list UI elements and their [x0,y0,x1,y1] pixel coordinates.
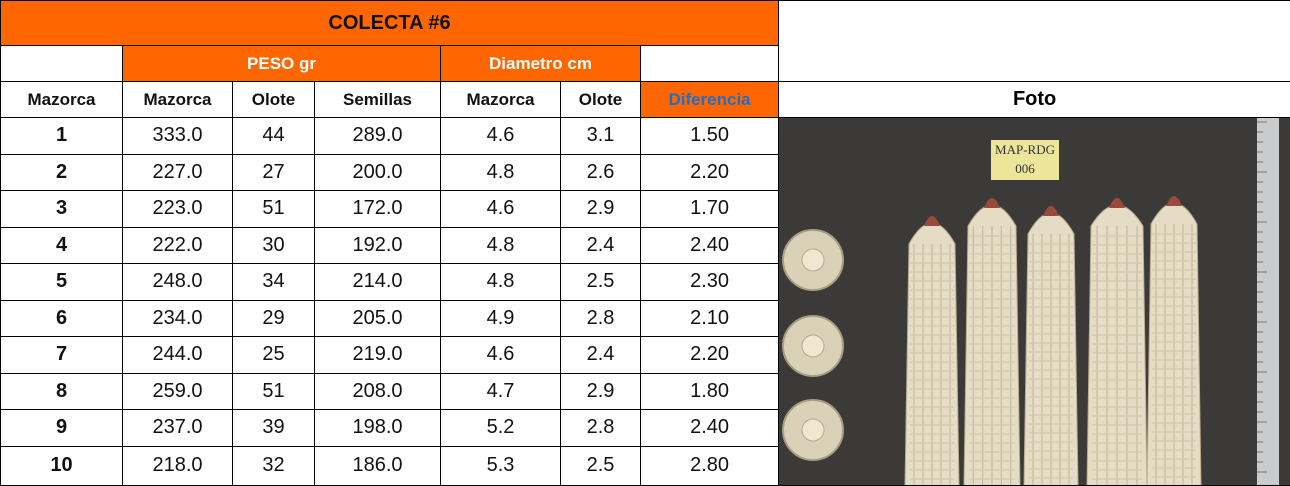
cell: 44 [233,118,315,155]
column-header: Olote [561,82,641,118]
cell: 1.70 [641,191,779,228]
cell: 2.80 [641,446,779,486]
cell: 4.6 [441,118,561,155]
cell: 4.6 [441,337,561,374]
cell: 2.5 [561,264,641,301]
column-header: Semillas [315,82,441,118]
photo: MAP-RDG 006 [779,118,1290,486]
cell: 2.4 [561,227,641,264]
cell: 4.6 [441,191,561,228]
label-text: MAP-RDG [995,142,1055,157]
cell: 186.0 [315,446,441,486]
cell: 32 [233,446,315,486]
cell: 51 [233,191,315,228]
column-header: Diferencia [641,82,779,118]
cell: 39 [233,410,315,447]
column-header: Foto [779,82,1290,118]
cell: 3.1 [561,118,641,155]
cell: 218.0 [123,446,233,486]
empty-cell [779,1,1290,82]
cell: 1.80 [641,373,779,410]
cell: 2.20 [641,337,779,374]
cell: 2.30 [641,264,779,301]
page: COLECTA #6 PESO gr Diametro cm Mazorca M… [0,0,1290,485]
photo-image: MAP-RDG 006 [779,118,1290,486]
column-header: Mazorca [123,82,233,118]
cob-core [802,249,824,271]
cell: 4.7 [441,373,561,410]
column-header: Olote [233,82,315,118]
cell: 237.0 [123,410,233,447]
cell: 34 [233,264,315,301]
row-label: 2 [1,154,123,191]
cell: 192.0 [315,227,441,264]
cell: 259.0 [123,373,233,410]
column-header: Mazorca [441,82,561,118]
cell: 234.0 [123,300,233,337]
cell: 2.40 [641,227,779,264]
row-label: 9 [1,410,123,447]
cell: 172.0 [315,191,441,228]
cell: 5.2 [441,410,561,447]
row-label: 7 [1,337,123,374]
row-label: 3 [1,191,123,228]
cell: 2.4 [561,337,641,374]
cell: 2.9 [561,373,641,410]
row-label: 1 [1,118,123,155]
cell: 4.9 [441,300,561,337]
cell: 2.40 [641,410,779,447]
cell: 4.8 [441,264,561,301]
cell: 289.0 [315,118,441,155]
label-text: 006 [1015,161,1035,176]
cell: 2.20 [641,154,779,191]
cell: 2.8 [561,300,641,337]
cell: 200.0 [315,154,441,191]
empty-cell [641,46,779,82]
cell: 205.0 [315,300,441,337]
cell: 2.10 [641,300,779,337]
cell: 4.8 [441,227,561,264]
cell: 2.8 [561,410,641,447]
cell: 4.8 [441,154,561,191]
cell: 244.0 [123,337,233,374]
row-label: 8 [1,373,123,410]
group-header: Diametro cm [441,46,641,82]
cell: 198.0 [315,410,441,447]
cell: 1.50 [641,118,779,155]
cell: 208.0 [315,373,441,410]
cell: 227.0 [123,154,233,191]
cell: 222.0 [123,227,233,264]
cell: 219.0 [315,337,441,374]
table-title: COLECTA #6 [1,1,779,46]
cell: 248.0 [123,264,233,301]
cell: 223.0 [123,191,233,228]
cell: 2.5 [561,446,641,486]
cell: 5.3 [441,446,561,486]
cell: 2.6 [561,154,641,191]
cell: 2.9 [561,191,641,228]
column-header: Mazorca [1,82,123,118]
empty-cell [1,46,123,82]
cob-core [802,419,824,441]
cell: 29 [233,300,315,337]
row-label: 4 [1,227,123,264]
cell: 27 [233,154,315,191]
group-header: PESO gr [123,46,441,82]
cob-core [802,335,824,357]
row-label: 10 [1,446,123,486]
row-label: 5 [1,264,123,301]
cell: 25 [233,337,315,374]
row-label: 6 [1,300,123,337]
cell: 51 [233,373,315,410]
data-table: COLECTA #6 PESO gr Diametro cm Mazorca M… [0,0,1290,486]
cell: 214.0 [315,264,441,301]
cell: 30 [233,227,315,264]
cell: 333.0 [123,118,233,155]
